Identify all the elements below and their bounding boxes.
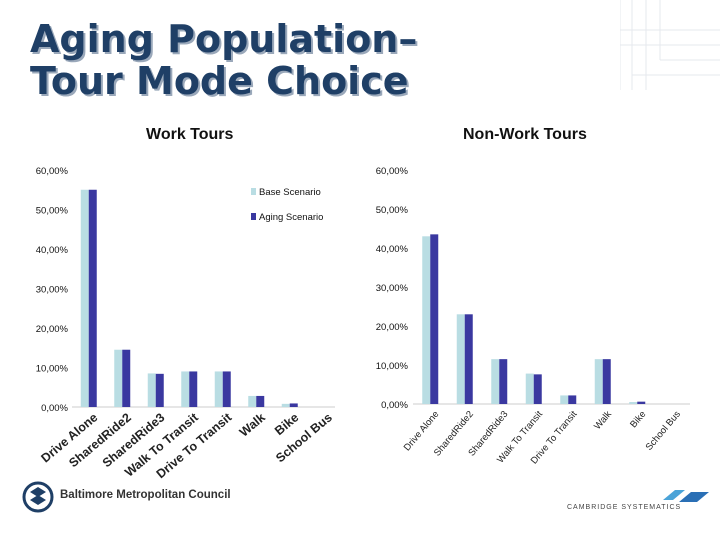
bar: [88, 189, 97, 407]
y-tick-label: 30,00%: [36, 285, 69, 296]
y-tick-label: 10,00%: [36, 364, 69, 375]
bar: [629, 402, 638, 404]
bar: [114, 349, 123, 407]
bar: [533, 374, 542, 404]
bar: [222, 371, 231, 407]
y-tick-label: 10,00%: [376, 361, 409, 372]
bar: [525, 373, 534, 404]
slide-title-line2: Tour Mode Choice: [30, 59, 409, 103]
x-tick-label: Walk: [237, 410, 268, 439]
bar: [248, 395, 257, 407]
legend-swatch: [251, 213, 256, 220]
y-tick-label: 0,00%: [41, 403, 68, 414]
cs-name: CAMBRIDGE SYSTEMATICS: [567, 504, 682, 511]
cs-logo-icon: [663, 490, 709, 502]
bar: [456, 314, 465, 404]
bar: [281, 403, 290, 407]
non-work-tours-heading: Non-Work Tours: [463, 126, 587, 143]
bmc-name: Baltimore Metropolitan Council: [60, 489, 231, 501]
x-tick-label: Walk: [592, 409, 614, 432]
bar: [568, 395, 577, 404]
y-tick-label: 50,00%: [36, 206, 69, 217]
legend-entry: Base Scenario: [259, 187, 321, 198]
bar: [499, 359, 508, 404]
bar: [289, 403, 298, 407]
bar: [181, 371, 190, 407]
y-tick-label: 50,00%: [376, 205, 409, 216]
bar: [464, 314, 473, 404]
bar: [602, 359, 611, 404]
bar: [637, 401, 646, 404]
slide-title-line1: Aging Population–: [30, 17, 418, 61]
x-tick-label: Bike: [628, 409, 648, 430]
y-tick-label: 0,00%: [381, 400, 408, 411]
charts-canvas: 0,00% 10,00% 20,00% 30,00% 40,00% 50,00% 60,00…: [36, 166, 690, 480]
bar: [122, 349, 131, 407]
bar: [80, 189, 89, 407]
legend-swatch: [251, 188, 256, 195]
bar: [147, 373, 156, 407]
bar: [422, 236, 431, 404]
bar: [189, 371, 198, 407]
y-tick-label: 60,00%: [376, 166, 409, 177]
work-tours-heading: Work Tours: [146, 126, 234, 143]
bar: [256, 395, 265, 407]
bmc-logo-icon: [22, 481, 54, 513]
y-tick-label: 20,00%: [376, 322, 409, 333]
legend-entry: Aging Scenario: [259, 212, 323, 223]
slide-title: Aging Population– Tour Mode Choice: [30, 18, 417, 102]
y-tick-label: 60,00%: [36, 166, 69, 177]
bar: [594, 359, 603, 404]
bar: [155, 373, 164, 407]
bar: [560, 395, 569, 404]
y-tick-label: 30,00%: [376, 283, 409, 294]
bar: [430, 234, 439, 404]
x-tick-label: School Bus: [644, 409, 683, 453]
bar: [491, 359, 500, 404]
corner-decoration: [620, 0, 720, 90]
y-tick-label: 40,00%: [376, 244, 409, 255]
bar: [214, 371, 223, 407]
y-tick-label: 20,00%: [36, 324, 69, 335]
y-tick-label: 40,00%: [36, 245, 69, 256]
